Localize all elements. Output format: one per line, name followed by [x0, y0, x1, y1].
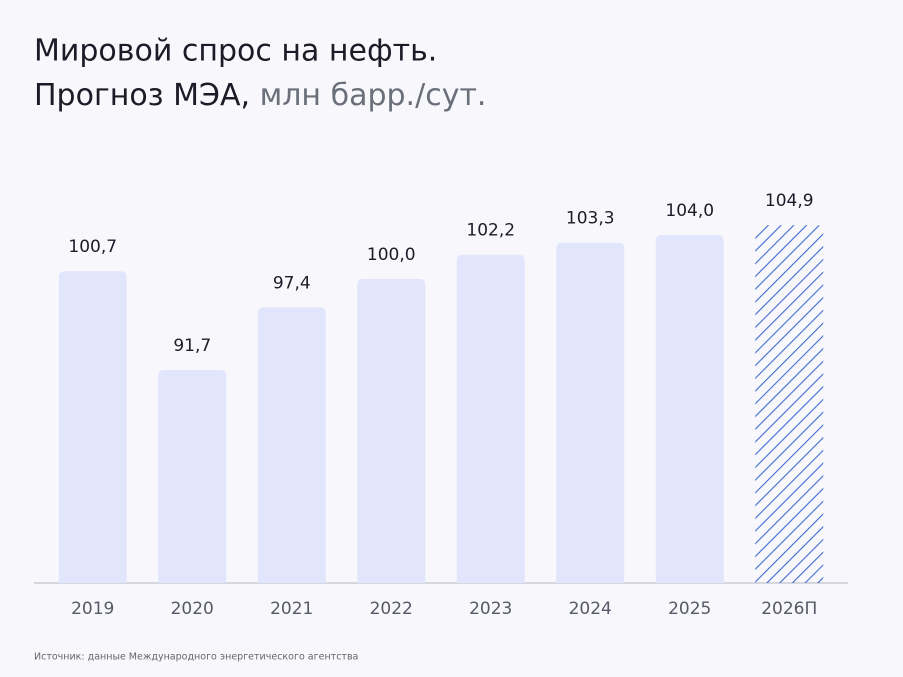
bar [357, 278, 426, 583]
x-tick-label: 2026П [761, 599, 817, 619]
source-note: Источник: данные Международного энергети… [34, 652, 358, 663]
x-tick-label: 2024 [569, 599, 612, 619]
bar [755, 225, 824, 583]
chart-title: Мировой спрос на нефть. [34, 34, 437, 69]
x-tick-label: 2021 [270, 599, 313, 619]
x-tick-label: 2023 [469, 599, 512, 619]
bar [58, 271, 127, 583]
bar [556, 242, 625, 583]
chart-title: Прогноз МЭА, [34, 78, 250, 113]
value-label: 97,4 [273, 273, 311, 293]
value-label: 103,3 [566, 209, 615, 229]
x-tick-label: 2022 [370, 599, 413, 619]
value-label: 102,2 [466, 221, 515, 241]
value-label: 100,0 [367, 245, 416, 265]
bar [158, 370, 227, 583]
value-label: 91,7 [173, 336, 211, 356]
value-label: 104,9 [765, 191, 814, 211]
bar [456, 254, 525, 583]
x-tick-label: 2025 [668, 599, 711, 619]
unit-label: млн барр./сут. [260, 78, 487, 113]
x-tick-label: 2019 [71, 599, 114, 619]
bar [257, 307, 326, 583]
chart-title: Прогноз МЭА, млн барр./сут. [34, 78, 486, 113]
x-tick-label: 2020 [171, 599, 214, 619]
bar [655, 234, 724, 584]
value-label: 104,0 [665, 201, 714, 221]
value-label: 100,7 [68, 237, 117, 257]
